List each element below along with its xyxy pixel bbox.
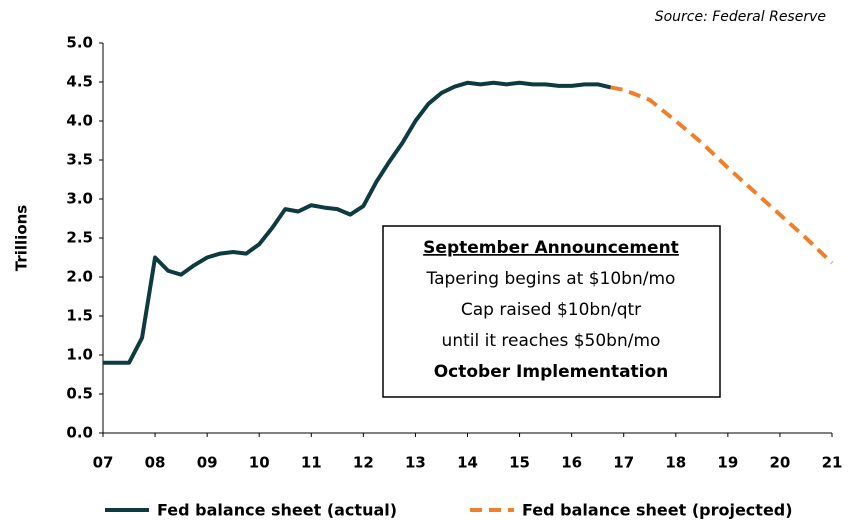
annotation-box [382,225,721,398]
y-tick-label: 1.0 [66,346,93,364]
y-axis-label: Trillions [13,205,31,272]
y-tick-label: 2.5 [66,229,93,247]
y-tick-label: 1.5 [66,307,93,325]
x-tick-label: 18 [665,454,686,472]
legend-label: Fed balance sheet (actual) [157,501,397,520]
x-tick-label: 09 [197,454,218,472]
x-tick-label: 08 [145,454,166,472]
annotation-text: October Implementation [434,362,669,382]
source: Source: Federal Reserve [655,9,826,25]
x-tick-label: 19 [717,454,738,472]
legend-label: Fed balance sheet (projected) [522,501,793,520]
x-tick-label: 12 [353,454,374,472]
x-tick-label: 14 [457,454,478,472]
x-tick-label: 21 [822,454,843,472]
x-tick-label: 20 [769,454,790,472]
y-tick-label: 4.5 [66,73,93,91]
x-tick-label: 16 [561,454,582,472]
y-tick-label: 5.0 [66,34,93,52]
x-tick-label: 07 [93,454,114,472]
x-tick-label: 17 [613,454,634,472]
x-tick-label: 11 [301,454,322,472]
data-line [103,80,612,365]
x-tick-label: 15 [509,454,530,472]
annotation-text: until it reaches $50bn/mo [442,331,661,351]
y-tick-label: 3.0 [66,190,93,208]
data-line [610,85,834,265]
y-tick-label: 2.0 [66,268,93,286]
y-tick-label: 4.0 [66,112,93,130]
x-tick-label: 10 [249,454,270,472]
y-tick-label: 0.0 [66,424,93,442]
annotation-text: Tapering begins at $10bn/mo [426,269,676,289]
x-tick-label: 13 [405,454,426,472]
annotation-text: September Announcement [423,238,679,258]
y-tick-label: 3.5 [66,151,93,169]
annotation-text: Cap raised $10bn/qtr [461,300,641,320]
y-tick-label: 0.5 [66,385,93,403]
